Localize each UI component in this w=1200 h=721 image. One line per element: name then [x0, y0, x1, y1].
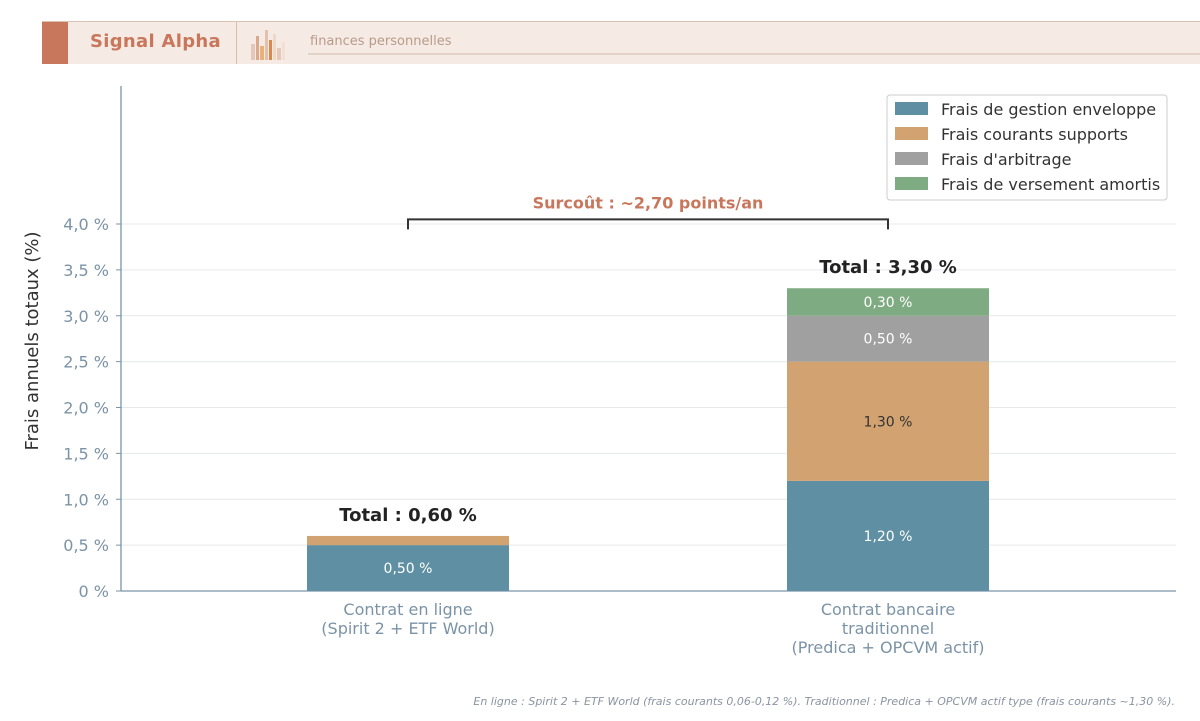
surcout-annotation: Surcoût : ~2,70 points/an — [533, 193, 764, 212]
segment-label: 0,50 % — [384, 561, 433, 577]
header-divider — [236, 22, 237, 64]
legend-box — [886, 94, 1168, 201]
legend-label: Frais courants supports — [941, 125, 1128, 144]
bar-segment — [307, 545, 509, 591]
brand-name: Signal Alpha — [90, 31, 221, 52]
header-underline — [308, 53, 1200, 55]
x-tick-label: (Predica + OPCVM actif) — [792, 638, 985, 657]
x-tick-label: Contrat bancaire — [821, 600, 955, 619]
y-tick-label: 4,0 % — [63, 215, 109, 234]
total-label: Total : 3,30 % — [819, 257, 957, 278]
legend-swatch — [895, 177, 928, 190]
header-tagline: finances personnelles — [310, 34, 452, 49]
y-tick-label: 1,0 % — [63, 490, 109, 509]
y-tick-label: 3,0 % — [63, 307, 109, 326]
y-tick-label: 2,5 % — [63, 353, 109, 372]
bar-segment — [787, 480, 989, 591]
site-header: Signal Alpha finances personnelles — [42, 21, 1200, 64]
x-tick-label: traditionnel — [842, 619, 934, 638]
y-tick-label: 2,0 % — [63, 399, 109, 418]
y-tick-label: 0,5 % — [63, 536, 109, 555]
segment-label: 1,30 % — [864, 414, 913, 430]
surcout-bracket — [407, 218, 889, 230]
legend-label: Frais de versement amortis — [941, 175, 1160, 194]
segment-label: 0,30 % — [864, 295, 913, 311]
legend-label: Frais d'arbitrage — [941, 150, 1071, 169]
header-accent — [42, 22, 68, 64]
x-tick-label: (Spirit 2 + ETF World) — [321, 619, 494, 638]
bar-segment — [787, 315, 989, 362]
bar-segment — [787, 361, 989, 481]
chart-footnote: En ligne : Spirit 2 + ETF World (frais c… — [473, 695, 1175, 708]
legend-swatch — [895, 102, 928, 115]
legend-swatch — [895, 127, 928, 140]
total-label: Total : 0,60 % — [339, 505, 477, 526]
bar-segment — [307, 535, 509, 546]
legend-label: Frais de gestion enveloppe — [941, 100, 1156, 119]
x-tick-label: Contrat en ligne — [343, 600, 472, 619]
bar-segment — [787, 288, 989, 316]
bar-chart-logo-icon — [251, 30, 285, 60]
y-axis-label: Frais annuels totaux (%) — [22, 231, 43, 450]
segment-label: 1,20 % — [864, 529, 913, 545]
y-tick-label: 1,5 % — [63, 444, 109, 463]
y-tick-label: 0 % — [79, 582, 109, 601]
legend-swatch — [895, 152, 928, 165]
segment-label: 0,50 % — [864, 332, 913, 348]
y-tick-label: 3,5 % — [63, 261, 109, 280]
